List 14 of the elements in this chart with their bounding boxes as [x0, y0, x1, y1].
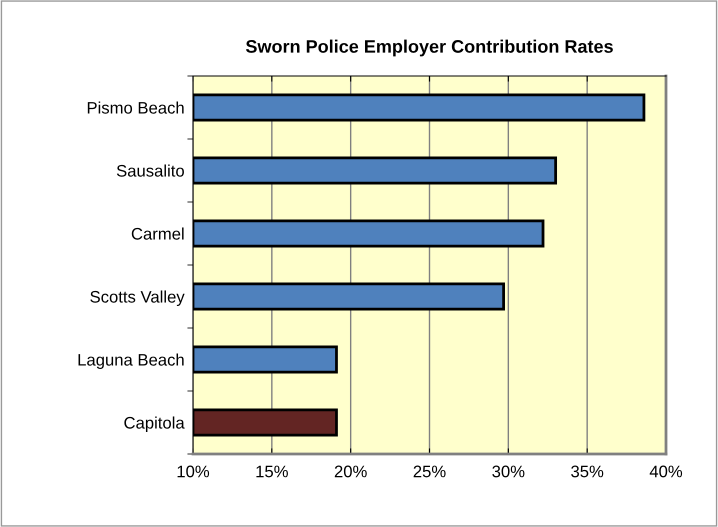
y-tick-label: Capitola — [124, 416, 185, 432]
x-tick-label: 25% — [414, 466, 446, 478]
x-tick-label: 20% — [334, 466, 367, 478]
y-tick-label: Scotts Valley — [90, 290, 185, 306]
x-tick-label: 40% — [650, 466, 682, 478]
y-tick-label: Laguna Beach — [78, 353, 184, 369]
y-tick-label: Pismo Beach — [88, 101, 184, 114]
x-tick-label: 15% — [256, 466, 288, 478]
y-tick-label: Sausalito — [116, 164, 184, 177]
chart-title: Sworn Police Employer Contribution Rates — [246, 40, 613, 56]
x-tick-label: 30% — [492, 466, 524, 478]
x-tick-label: 10% — [178, 466, 210, 478]
x-tick-label: 35% — [571, 466, 604, 478]
y-tick-label: Carmel — [132, 227, 184, 240]
